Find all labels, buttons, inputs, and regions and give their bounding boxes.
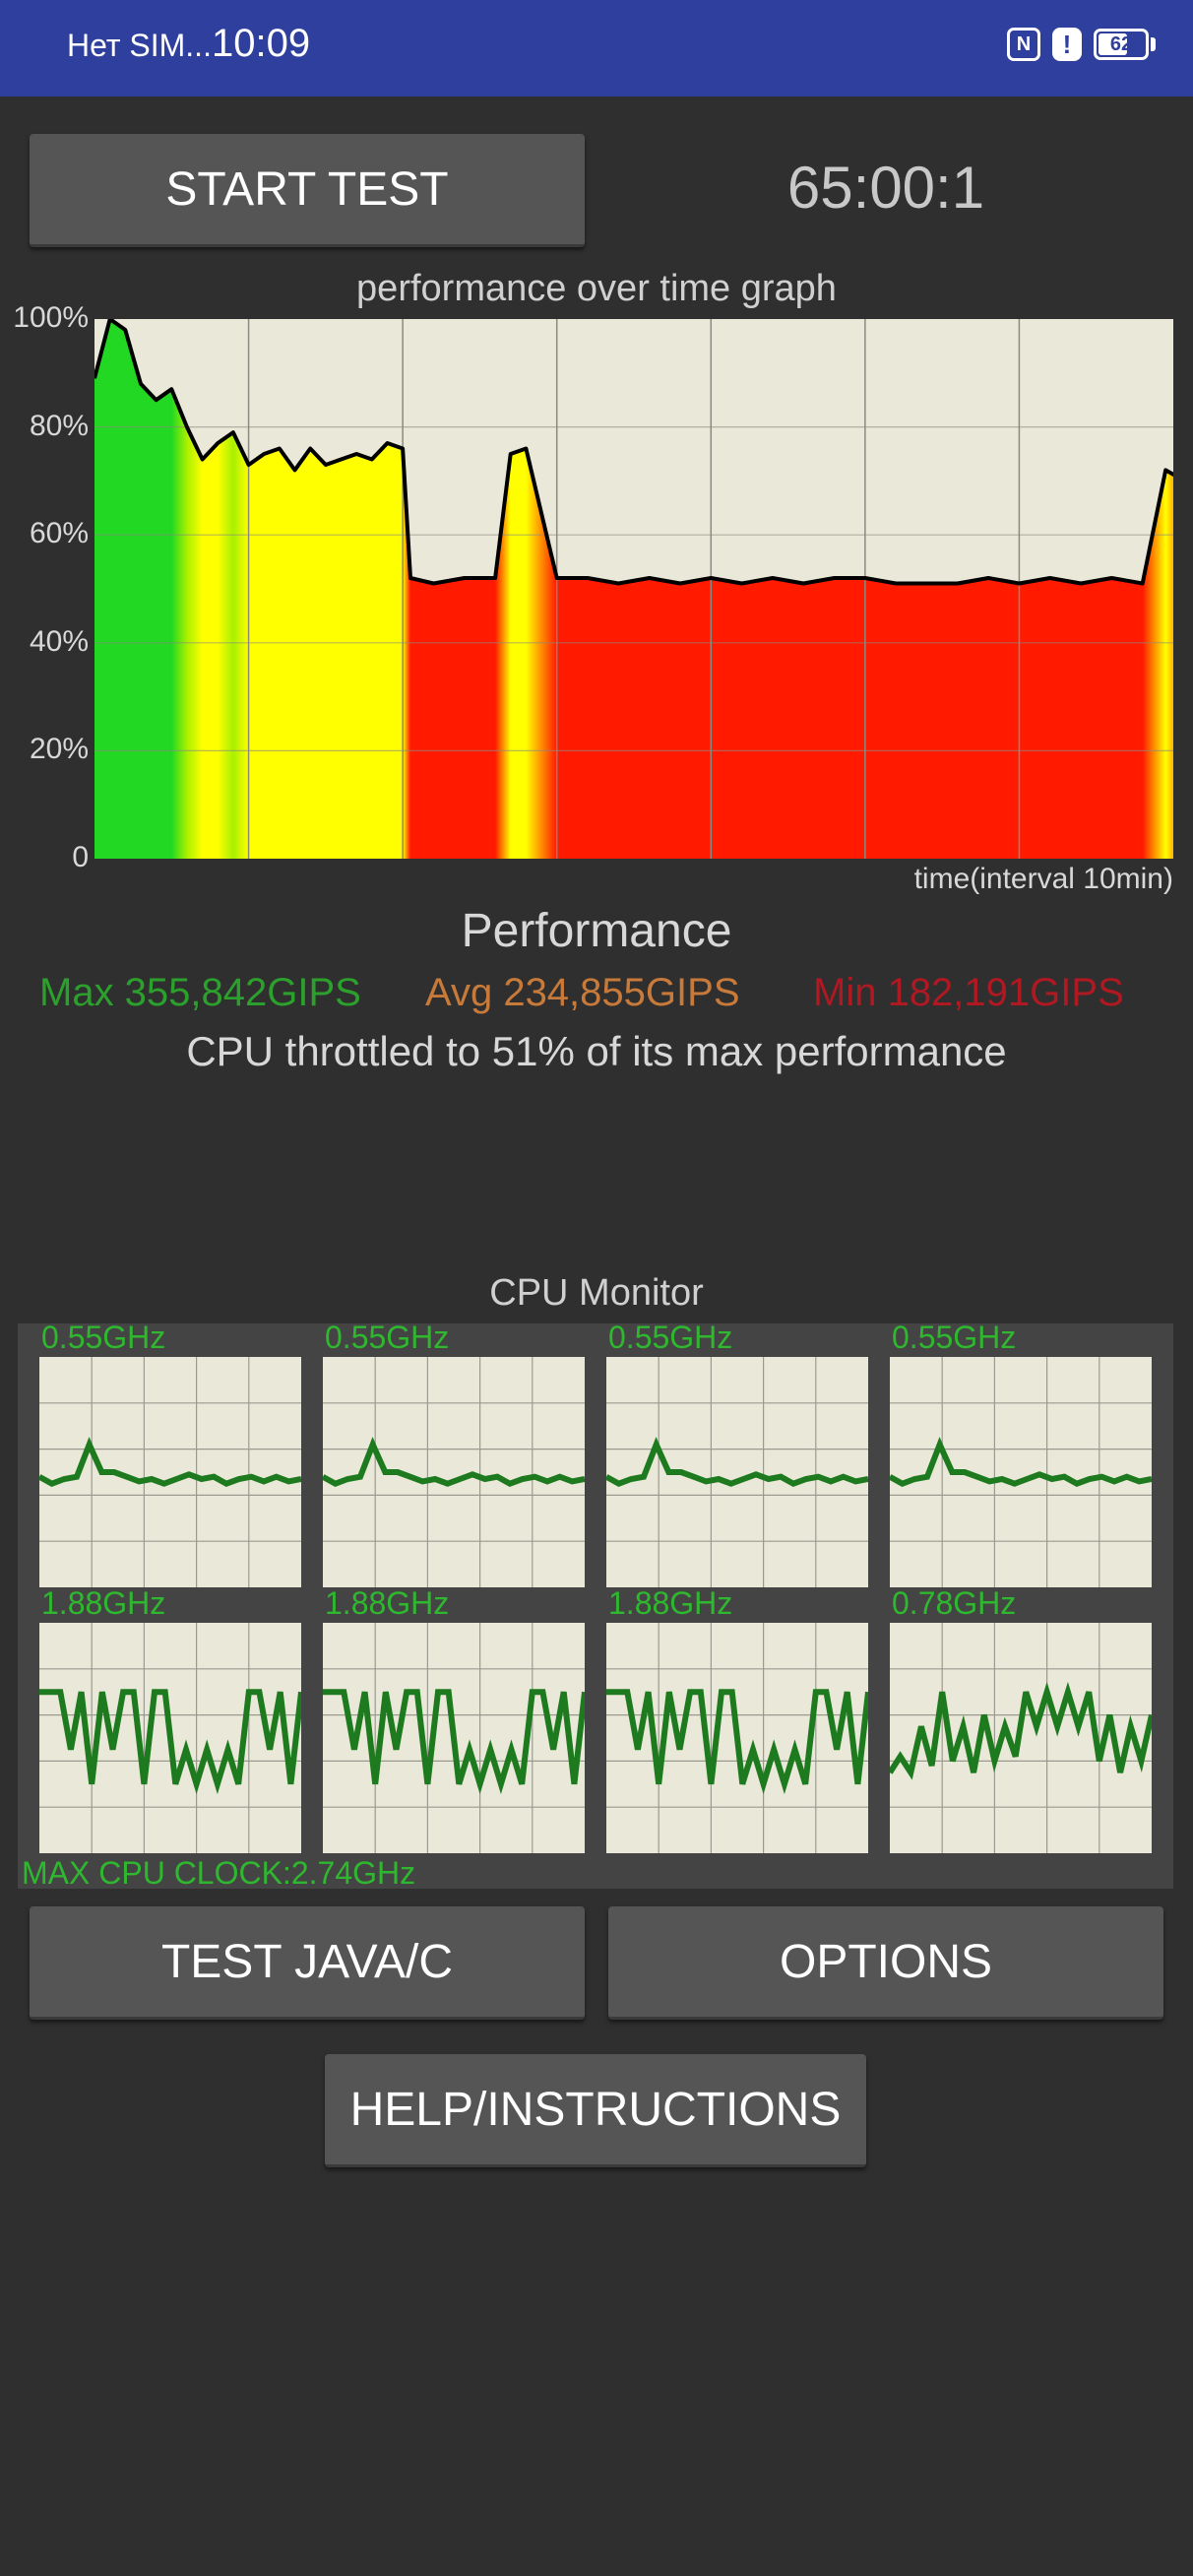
cpu-core-frequency: 0.78GHz <box>892 1585 1017 1621</box>
test-timer: 65:00:1 <box>786 155 985 221</box>
cpu-usage-line <box>606 1437 868 1487</box>
cpu-usage-line <box>890 1437 1152 1487</box>
battery-fill <box>1099 33 1127 55</box>
options-button[interactable]: OPTIONS <box>608 1906 1163 2020</box>
cpu-core-graph <box>323 1357 585 1587</box>
max-cpu-clock: MAX CPU CLOCK:2.74GHz <box>22 1855 416 1891</box>
x-axis-label: time(interval 10min) <box>913 863 1173 895</box>
status-time: 10:09 <box>212 22 311 65</box>
cpu-core-frequency: 0.55GHz <box>608 1320 733 1355</box>
cpu-core-frequency: 1.88GHz <box>608 1585 733 1621</box>
max-performance: Max 355,842GIPS <box>39 971 361 1014</box>
battery-level: 62 <box>1109 33 1133 55</box>
cpu-core-frequency: 1.88GHz <box>325 1585 450 1621</box>
y-tick-label: 60% <box>29 517 89 550</box>
y-tick-label: 20% <box>29 733 89 766</box>
cpu-usage-line <box>323 1437 585 1487</box>
nfc-icon: N <box>1007 28 1040 61</box>
alert-icon: ! <box>1052 28 1082 61</box>
throttle-summary: CPU throttled to 51% of its max performa… <box>186 1028 1007 1074</box>
cpu-core-frequency: 0.55GHz <box>41 1320 166 1355</box>
cpu-usage-line <box>323 1689 585 1795</box>
cpu-usage-line <box>890 1681 1152 1780</box>
battery-tip <box>1151 37 1156 51</box>
cpu-usage-line <box>606 1689 868 1795</box>
start-test-button[interactable]: START TEST <box>30 134 585 247</box>
cpu-graph-background <box>890 1357 1152 1587</box>
cpu-core-frequency: 0.55GHz <box>892 1320 1017 1355</box>
y-tick-label: 40% <box>29 624 89 658</box>
cpu-usage-line <box>39 1437 301 1487</box>
performance-title: Performance <box>461 905 732 957</box>
cpu-usage-line <box>39 1689 301 1795</box>
status-bar: Нет SIM... 10:09 N ! 62 <box>0 0 1193 97</box>
cpu-monitor-title: CPU Monitor <box>489 1272 704 1314</box>
cpu-core-graph <box>890 1623 1152 1853</box>
y-tick-label: 0 <box>72 841 89 873</box>
cpu-core-frequency: 0.55GHz <box>325 1320 450 1355</box>
cpu-core-frequency: 1.88GHz <box>41 1585 166 1621</box>
status-icons: N ! 62 <box>1007 28 1156 61</box>
cpu-core-graph <box>39 1357 301 1587</box>
help-instructions-button[interactable]: HELP/INSTRUCTIONS <box>325 2054 866 2167</box>
performance-graph <box>94 319 1173 859</box>
min-performance: Min 182,191GIPS <box>813 971 1124 1014</box>
cpu-core-graph <box>890 1357 1152 1587</box>
cpu-graph-background <box>606 1357 868 1587</box>
cpu-graph-background <box>39 1357 301 1587</box>
cpu-core-graph <box>39 1623 301 1853</box>
y-tick-label: 80% <box>29 409 89 442</box>
cpu-core-graph <box>323 1623 585 1853</box>
cpu-core-graph <box>606 1623 868 1853</box>
battery-icon: 62 <box>1094 29 1149 60</box>
test-java-c-button[interactable]: TEST JAVA/C <box>30 1906 585 2020</box>
avg-performance: Avg 234,855GIPS <box>425 971 740 1014</box>
performance-area <box>94 319 1173 859</box>
carrier-text: Нет SIM... <box>67 28 212 63</box>
cpu-graph-background <box>323 1357 585 1587</box>
performance-line <box>94 319 1173 586</box>
cpu-core-graph <box>606 1357 868 1587</box>
y-tick-label: 100% <box>13 301 89 334</box>
graph-title: performance over time graph <box>356 268 837 309</box>
